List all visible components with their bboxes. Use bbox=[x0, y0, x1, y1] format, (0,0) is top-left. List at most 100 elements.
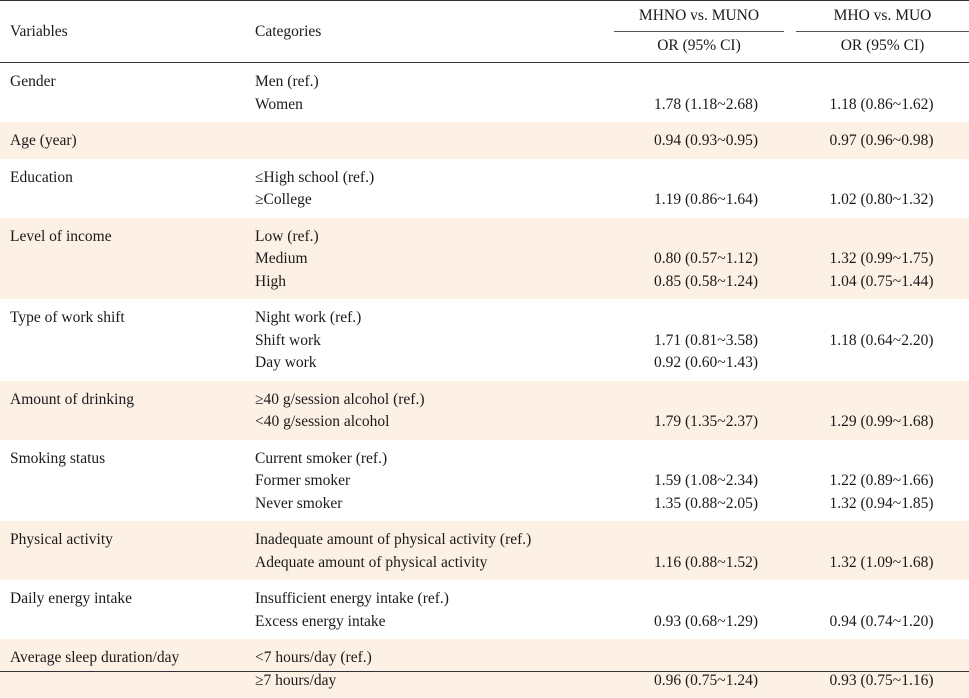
or-mho-muo-line bbox=[794, 226, 969, 249]
or-mho-muo-line: 1.02 (0.80~1.32) bbox=[829, 191, 934, 208]
category-line: Excess energy intake bbox=[255, 612, 386, 630]
or-mhno-muno-line: 0.92 (0.60~1.43) bbox=[654, 354, 758, 371]
variable-cell: Average sleep duration/day bbox=[10, 649, 180, 666]
or-mhno-muno-line bbox=[598, 71, 814, 94]
or-mhno-muno-line bbox=[598, 529, 814, 552]
or-mho-muo-cell: 1.18 (0.86~1.62) bbox=[794, 71, 969, 116]
or-mho-muo-line: 1.04 (0.75~1.44) bbox=[829, 272, 934, 290]
top-rule bbox=[0, 0, 969, 1]
or-mho-muo-line: 0.94 (0.74~1.20) bbox=[829, 612, 934, 630]
or-mhno-muno-line: 1.16 (0.88~1.52) bbox=[654, 553, 758, 571]
variable-cell: Gender bbox=[10, 73, 56, 90]
or-mhno-muno-line bbox=[598, 647, 814, 670]
table-row: Education ≤High school (ref.) ≥College 1.19… bbox=[0, 159, 969, 218]
header-or2: OR (95% CI) bbox=[840, 37, 925, 54]
or-mho-muo-cell: 1.32 (1.09~1.68) bbox=[794, 529, 969, 574]
table-row: Type of work shift Night work (ref.) Shift… bbox=[0, 299, 969, 381]
or-mhno-muno-cell: 1.79 (1.35~2.37) bbox=[598, 389, 814, 434]
or-mho-muo-line bbox=[794, 167, 969, 190]
or-mhno-muno-cell: 0.93 (0.68~1.29) bbox=[598, 588, 814, 633]
category-line: Former smoker bbox=[255, 472, 351, 489]
or-mhno-muno-line: 1.35 (0.88~2.05) bbox=[654, 494, 758, 512]
variable-cell: Age (year) bbox=[10, 132, 77, 149]
or-mhno-muno-line bbox=[598, 448, 814, 471]
category-line: Current smoker (ref.) bbox=[255, 449, 388, 467]
or-mhno-muno-line: 1.71 (0.81~3.58) bbox=[654, 331, 758, 349]
category-line: High bbox=[255, 272, 286, 290]
category-line: ≤High school (ref.) bbox=[255, 168, 375, 186]
or-mhno-muno-line bbox=[598, 167, 814, 190]
or-mhno-muno-cell: 0.94 (0.93~0.95) bbox=[598, 130, 814, 153]
category-line: Day work bbox=[255, 354, 317, 371]
header-group2: MHO vs. MUO bbox=[833, 7, 932, 24]
or-mho-muo-cell: 1.18 (0.64~2.20) bbox=[794, 307, 969, 375]
variable-cell: Type of work shift bbox=[10, 309, 125, 326]
or-mhno-muno-line: 0.93 (0.68~1.29) bbox=[654, 612, 758, 630]
group2-underline bbox=[796, 31, 969, 32]
table-row: Average sleep duration/day <7 hours/day (… bbox=[0, 639, 969, 698]
category-line: <40 g/session alcohol bbox=[255, 413, 390, 430]
category-line: ≥40 g/session alcohol (ref.) bbox=[255, 390, 425, 408]
or-mhno-muno-cell: 1.19 (0.86~1.64) bbox=[598, 167, 814, 212]
or-mho-muo-line bbox=[794, 588, 969, 611]
variable-cell: Daily energy intake bbox=[10, 590, 132, 607]
category-line: ≥7 hours/day bbox=[255, 671, 337, 689]
or-mho-muo-cell: 1.29 (0.99~1.68) bbox=[794, 389, 969, 434]
or-mho-muo-cell: 0.93 (0.75~1.16) bbox=[794, 647, 969, 692]
or-mhno-muno-cell: 1.16 (0.88~1.52) bbox=[598, 529, 814, 574]
category-line: Insufficient energy intake (ref.) bbox=[255, 590, 449, 607]
or-mhno-muno-cell: 0.80 (0.57~1.12) 0.85 (0.58~1.24) bbox=[598, 226, 814, 294]
or-mho-muo-cell: 1.02 (0.80~1.32) bbox=[794, 167, 969, 212]
or-mho-muo-line bbox=[794, 389, 969, 412]
category-line: Low (ref.) bbox=[255, 227, 319, 245]
variable-cell: Physical activity bbox=[10, 531, 113, 548]
or-mho-muo-line: 0.97 (0.96~0.98) bbox=[829, 132, 934, 149]
or-mho-muo-cell: 1.22 (0.89~1.66) 1.32 (0.94~1.85) bbox=[794, 448, 969, 516]
or-mho-muo-line: 1.32 (0.94~1.85) bbox=[829, 494, 934, 512]
or-mhno-muno-line: 0.80 (0.57~1.12) bbox=[654, 250, 758, 267]
category-cell: ≥40 g/session alcohol (ref.) <40 g/sessio… bbox=[255, 389, 425, 434]
category-line: Men (ref.) bbox=[255, 73, 319, 90]
or-mhno-muno-cell: 0.96 (0.75~1.24) bbox=[598, 647, 814, 692]
table-row: Gender Men (ref.) Women 1.78 (1.18~2.68) 1.… bbox=[0, 63, 969, 122]
variable-cell: Level of income bbox=[10, 227, 112, 245]
or-mho-muo-cell: 0.94 (0.74~1.20) bbox=[794, 588, 969, 633]
or-mhno-muno-line bbox=[598, 226, 814, 249]
or-mho-muo-line: 0.93 (0.75~1.16) bbox=[829, 671, 934, 689]
or-mho-muo-line: 1.22 (0.89~1.66) bbox=[829, 472, 934, 489]
table-row: Daily energy intake Insufficient energy i… bbox=[0, 580, 969, 639]
category-cell: Inadequate amount of physical activity (… bbox=[255, 529, 531, 574]
variable-cell: Smoking status bbox=[10, 449, 106, 467]
or-mhno-muno-line: 0.94 (0.93~0.95) bbox=[654, 132, 758, 149]
or-mho-muo-line: 1.29 (0.99~1.68) bbox=[829, 413, 934, 430]
category-line: Women bbox=[255, 95, 303, 113]
or-mhno-muno-line: 1.78 (1.18~2.68) bbox=[654, 95, 758, 113]
header-group1: MHNO vs. MUNO bbox=[638, 7, 760, 24]
or-mho-muo-line: 1.32 (0.99~1.75) bbox=[829, 250, 934, 267]
header-variables: Variables bbox=[10, 23, 68, 40]
category-line: Inadequate amount of physical activity (… bbox=[255, 531, 532, 548]
category-cell: Men (ref.) Women bbox=[255, 71, 319, 116]
or-mhno-muno-cell: 1.71 (0.81~3.58) 0.92 (0.60~1.43) bbox=[598, 307, 814, 375]
category-cell: Current smoker (ref.) Former smoker Never … bbox=[255, 448, 387, 516]
or-mho-muo-line bbox=[794, 352, 969, 375]
category-cell: Low (ref.) Medium High bbox=[255, 226, 319, 294]
variable-cell: Amount of drinking bbox=[10, 390, 134, 408]
or-mhno-muno-line: 0.96 (0.75~1.24) bbox=[654, 671, 758, 689]
category-cell: Insufficient energy intake (ref.) Excess … bbox=[255, 588, 449, 633]
category-line: Shift work bbox=[255, 331, 321, 349]
or-mho-muo-line: 1.18 (0.86~1.62) bbox=[829, 95, 934, 113]
or-mhno-muno-line: 1.59 (1.08~2.34) bbox=[654, 472, 758, 489]
or-mhno-muno-cell: 1.78 (1.18~2.68) bbox=[598, 71, 814, 116]
header-categories: Categories bbox=[255, 23, 322, 40]
or-mhno-muno-line bbox=[598, 307, 814, 330]
or-mho-muo-cell: 1.32 (0.99~1.75) 1.04 (0.75~1.44) bbox=[794, 226, 969, 294]
table-row: Amount of drinking ≥40 g/session alcohol … bbox=[0, 380, 969, 440]
category-line: <7 hours/day (ref.) bbox=[255, 649, 372, 666]
or-mhno-muno-line: 1.79 (1.35~2.37) bbox=[654, 413, 758, 430]
category-line: Adequate amount of physical activity bbox=[255, 553, 488, 571]
or-mho-muo-line bbox=[794, 307, 969, 330]
or-mho-muo-line bbox=[794, 448, 969, 471]
variable-cell: Education bbox=[10, 168, 73, 186]
